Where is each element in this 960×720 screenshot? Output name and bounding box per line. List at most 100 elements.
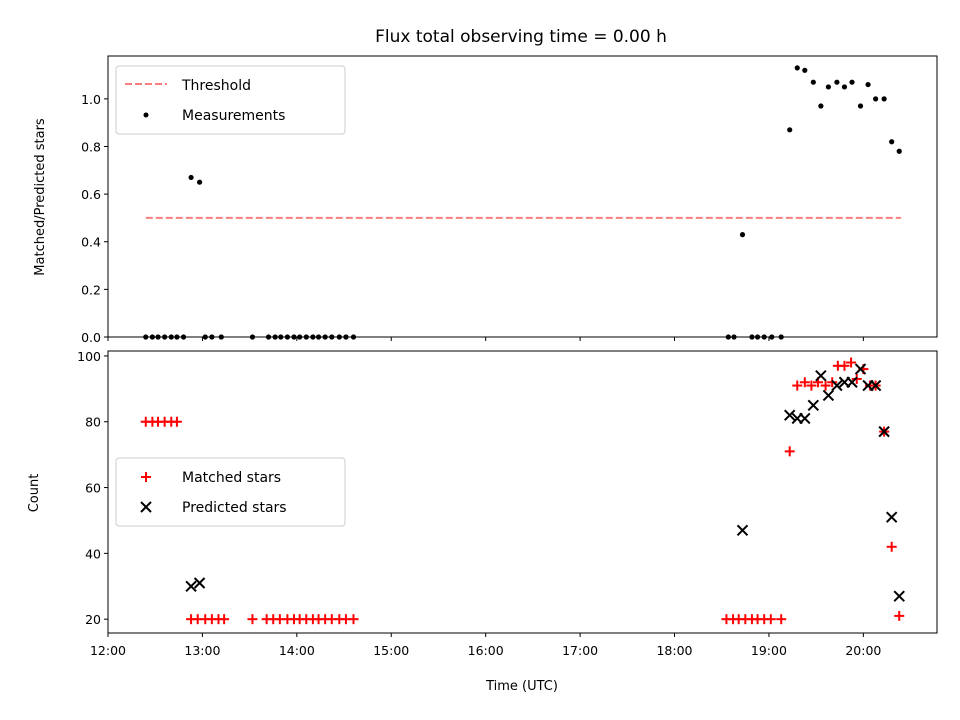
series-measurements xyxy=(143,65,902,340)
measurement-point xyxy=(291,334,297,340)
matched-point xyxy=(765,614,776,625)
predicted-point xyxy=(783,409,796,421)
y-tick-label: 1.0 xyxy=(81,92,101,107)
x-axis-label: Time (UTC) xyxy=(485,679,558,694)
y-tick-label: 0.4 xyxy=(81,235,101,250)
matched-point xyxy=(827,377,838,388)
predicted-point xyxy=(846,376,858,388)
bottom-axes: 20 40 60 80 100 12:00 13:00 14:00 15:00 16:00 17:0… xyxy=(77,349,938,658)
measurement-point xyxy=(350,334,357,340)
chart-title: Flux total observing time = 0.00 h xyxy=(375,27,667,47)
legend-measurements-swatch xyxy=(143,112,149,118)
measurement-point xyxy=(149,334,155,340)
measurement-point xyxy=(284,334,290,340)
y-tick-label: 0.0 xyxy=(81,330,101,345)
matched-point xyxy=(348,614,359,625)
matched-point xyxy=(806,380,817,391)
predicted-point xyxy=(736,524,749,537)
predicted-point xyxy=(807,399,820,412)
measurement-point xyxy=(896,148,902,154)
x-tick-label: 12:00 xyxy=(90,643,126,658)
predicted-point xyxy=(815,369,827,382)
matched-point xyxy=(219,614,230,625)
measurement-point xyxy=(761,334,767,340)
top-legend: Threshold Measurements xyxy=(115,65,346,135)
measurement-point xyxy=(343,334,349,340)
bottom-legend: Matched stars Predicted stars xyxy=(115,457,346,527)
measurement-point xyxy=(202,334,208,340)
measurement-point xyxy=(249,334,256,340)
predicted-point xyxy=(822,389,835,402)
x-tick-label: 14:00 xyxy=(279,643,315,658)
matched-point xyxy=(820,380,831,391)
matched-point xyxy=(171,416,182,427)
measurement-point xyxy=(755,334,761,340)
top-legend-box xyxy=(115,65,346,135)
measurement-point xyxy=(272,334,278,340)
measurement-point xyxy=(209,334,215,340)
x-tick-label: 15:00 xyxy=(373,643,409,658)
measurement-point xyxy=(881,96,887,102)
series-predicted-stars xyxy=(185,363,905,602)
predicted-point xyxy=(885,511,898,523)
matched-point xyxy=(846,357,857,368)
measurement-point xyxy=(825,84,832,90)
measurement-point xyxy=(265,334,272,340)
measurement-point xyxy=(329,334,335,340)
matched-point xyxy=(886,541,897,552)
matched-point xyxy=(776,614,787,625)
measurement-point xyxy=(174,334,180,340)
measurement-point xyxy=(778,334,784,340)
bottom-legend-box xyxy=(115,457,346,527)
measurement-point xyxy=(155,334,161,340)
x-tick-label: 13:00 xyxy=(184,643,220,658)
measurement-point xyxy=(731,334,737,340)
measurement-point xyxy=(315,334,322,340)
measurement-point xyxy=(725,334,731,340)
measurement-point xyxy=(196,179,203,185)
y-tick-label: 0.2 xyxy=(81,282,101,297)
y-tick-label: 80 xyxy=(85,415,101,430)
predicted-point xyxy=(878,425,890,438)
predicted-point xyxy=(185,580,197,592)
y-tick-label: 0.8 xyxy=(81,139,101,154)
measurement-point xyxy=(739,232,746,238)
measurement-point xyxy=(857,103,864,109)
measurement-point xyxy=(769,334,775,340)
y-tick-label: 100 xyxy=(77,349,101,364)
measurement-point xyxy=(841,84,848,90)
measurement-point xyxy=(180,334,187,340)
x-tick-label: 18:00 xyxy=(656,643,692,658)
measurement-point xyxy=(162,334,168,340)
legend-threshold-label: Threshold xyxy=(181,78,251,94)
y-tick-label: 40 xyxy=(85,546,101,561)
predicted-point xyxy=(854,363,867,375)
measurement-point xyxy=(336,334,342,340)
measurement-point xyxy=(303,334,309,340)
measurement-point xyxy=(168,334,174,340)
measurement-point xyxy=(889,139,895,145)
measurement-point xyxy=(278,334,284,340)
y-tick-label: 60 xyxy=(85,481,101,496)
measurement-point xyxy=(188,174,194,181)
matched-point xyxy=(839,360,850,371)
measurement-point xyxy=(802,67,808,73)
x-tick-label: 17:00 xyxy=(562,643,598,658)
measurement-point xyxy=(143,334,149,340)
x-tick-label: 19:00 xyxy=(751,643,787,658)
measurement-point xyxy=(787,127,793,133)
measurement-point xyxy=(818,103,824,109)
measurement-point xyxy=(794,65,800,71)
predicted-point xyxy=(799,412,811,425)
predicted-point xyxy=(893,590,905,602)
legend-predicted-swatch xyxy=(140,501,152,513)
matched-point xyxy=(799,377,810,388)
x-tick-label: 16:00 xyxy=(468,643,504,658)
legend-matched-swatch xyxy=(141,472,151,482)
x-tick-label: 20:00 xyxy=(845,643,881,658)
bottom-y-axis-label: Count xyxy=(27,474,42,513)
measurement-point xyxy=(873,96,879,102)
measurement-point xyxy=(297,334,303,340)
measurement-point xyxy=(322,334,328,340)
